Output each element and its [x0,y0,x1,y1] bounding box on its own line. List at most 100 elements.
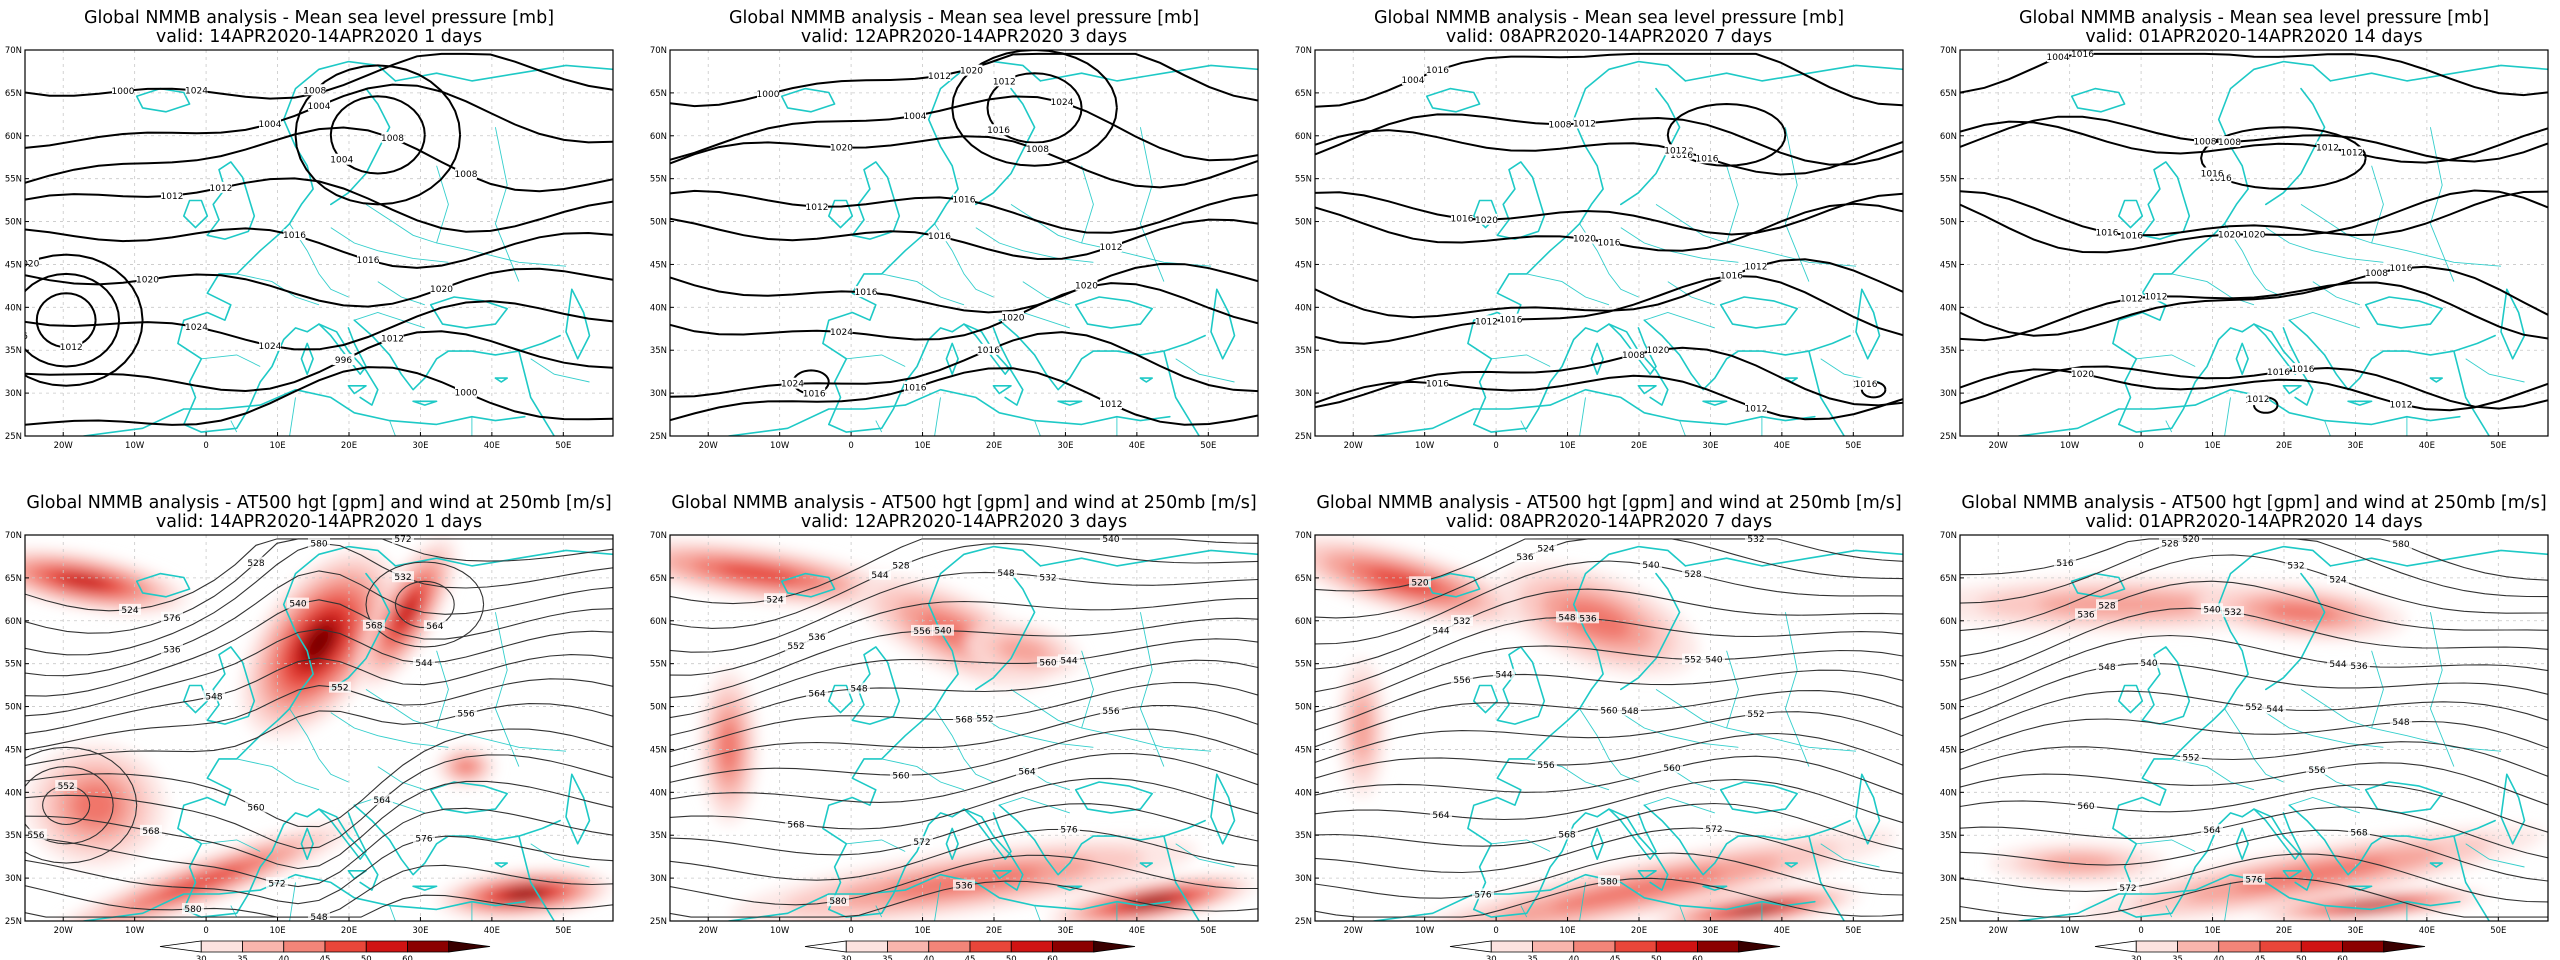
contour-label: 1012 [1573,119,1596,129]
contour-label: 1020 [2218,230,2241,240]
wind-colorbar: 30 35 40 45 50 60 [159,940,491,960]
lon-tick-label: 20W [54,926,74,936]
lat-tick-label: 25N [5,917,22,927]
colorbar-swatch [365,940,408,953]
contour-label: 564 [1432,811,1449,821]
contour-label: 568 [1558,831,1575,841]
panel-title: Global NMMB analysis - AT500 hgt [gpm] a… [1316,493,1901,513]
lon-tick-label: 20E [2276,441,2292,451]
lon-tick-label: 20W [699,926,719,936]
lat-tick-label: 30N [650,389,667,399]
lon-tick-label: 20E [341,926,357,936]
contour-label: 544 [415,659,432,669]
contour-label: 1004 [904,112,927,122]
lon-tick-label: 0 [1493,441,1498,451]
lat-tick-label: 70N [1295,531,1312,541]
lon-tick-label: 30E [1057,441,1073,451]
lat-tick-label: 30N [1295,389,1312,399]
contour-label: 1016 [2120,231,2143,241]
contour-label: 560 [892,771,909,781]
lat-tick-label: 35N [1940,831,1957,841]
lat-tick-label: 40N [1940,303,1957,313]
colorbar-tick-label: 40 [1568,955,1579,960]
contour-label: 1012 [2145,292,2168,302]
contour-label: 1012 [161,192,184,202]
contour-label: 1020 [2243,230,2266,240]
colorbar-tick-label: 40 [2213,955,2224,960]
contour-label: 1004 [1402,76,1425,86]
contour-label: 1024 [830,328,853,338]
contour-label: 1016 [1426,379,1449,389]
contour-label: 524 [1537,545,1554,555]
contour-label: 528 [247,559,264,569]
contour-label: 532 [1039,573,1056,583]
lon-tick-label: 10E [2204,441,2220,451]
contour-label: 1012 [1745,262,1768,272]
contour-label: 568 [142,827,159,837]
lat-tick-label: 40N [1940,788,1957,798]
contour-label: 1020 [1475,216,1498,226]
contour-label: 1012 [60,343,83,353]
colorbar-tick-label: 60 [2337,955,2348,960]
contour-label: 544 [1495,671,1512,681]
lat-tick-label: 65N [5,89,22,99]
contour-label: 540 [2203,605,2220,615]
lon-tick-label: 10W [2060,926,2080,936]
lon-tick-label: 20E [2276,926,2292,936]
contour-label: 1024 [185,86,208,96]
contour-label: 532 [2287,562,2304,572]
lon-tick-label: 40E [1774,926,1790,936]
contour-label: 576 [415,835,432,845]
z500-panel-3: Global NMMB analysis - AT500 hgt [gpm] a… [1295,493,1904,960]
colorbar-tick-label: 45 [1610,955,1621,960]
colorbar-swatch [1573,940,1616,953]
lon-tick-label: 10E [269,926,285,936]
contour-label: 1012 [381,334,404,344]
colorbar-swatch [283,940,326,953]
contour-label: 528 [2098,601,2115,611]
contour-label: 540 [1642,561,1659,571]
colorbar-swatch [200,940,243,953]
lat-tick-label: 60N [5,132,22,142]
contour-label: 540 [2140,659,2157,669]
lat-tick-label: 55N [1295,175,1312,185]
lat-tick-label: 30N [1940,874,1957,884]
colorbar-swatch [2135,940,2178,953]
lat-tick-label: 45N [650,745,667,755]
lon-tick-label: 10E [1559,441,1575,451]
lat-tick-label: 60N [1940,617,1957,627]
contour-label: 548 [2098,663,2115,673]
colorbar-swatch [1738,940,1781,953]
lat-tick-label: 35N [5,346,22,356]
colorbar-swatch [1697,940,1740,953]
contour-label: 1016 [2390,264,2413,274]
contour-label: 540 [289,600,306,610]
lon-tick-label: 20W [1344,441,1364,451]
contour-label: 1012 [2341,149,2364,159]
contour-label: 524 [121,606,138,616]
colorbar-tick-label: 45 [320,955,331,960]
contour-label: 1016 [1598,239,1621,249]
colorbar-swatch [324,940,367,953]
lat-tick-label: 40N [650,788,667,798]
contour-label: 552 [976,714,993,724]
contour-label: 1020 [1075,282,1098,292]
contour-label: 1004 [330,156,353,166]
lat-tick-label: 50N [650,703,667,713]
lat-tick-label: 70N [5,46,22,56]
lat-tick-label: 65N [5,574,22,584]
contour-label: 1008 [1622,351,1645,361]
lon-tick-label: 30E [2347,926,2363,936]
lat-tick-label: 65N [1940,89,1957,99]
contour-label: 580 [184,905,201,915]
colorbar-swatch [928,940,971,953]
lat-tick-label: 50N [1940,703,1957,713]
contour-label: 560 [2077,802,2094,812]
contour-label: 1020 [16,259,39,269]
mslp-panel-1: Global NMMB analysis - Mean sea level pr… [5,8,614,451]
lon-tick-label: 50E [1845,926,1861,936]
panel-title: Global NMMB analysis - Mean sea level pr… [2019,8,2489,28]
contour-label: 524 [2329,575,2346,585]
colorbar-tick-label: 50 [361,955,372,960]
contour-label: 560 [0,772,14,782]
